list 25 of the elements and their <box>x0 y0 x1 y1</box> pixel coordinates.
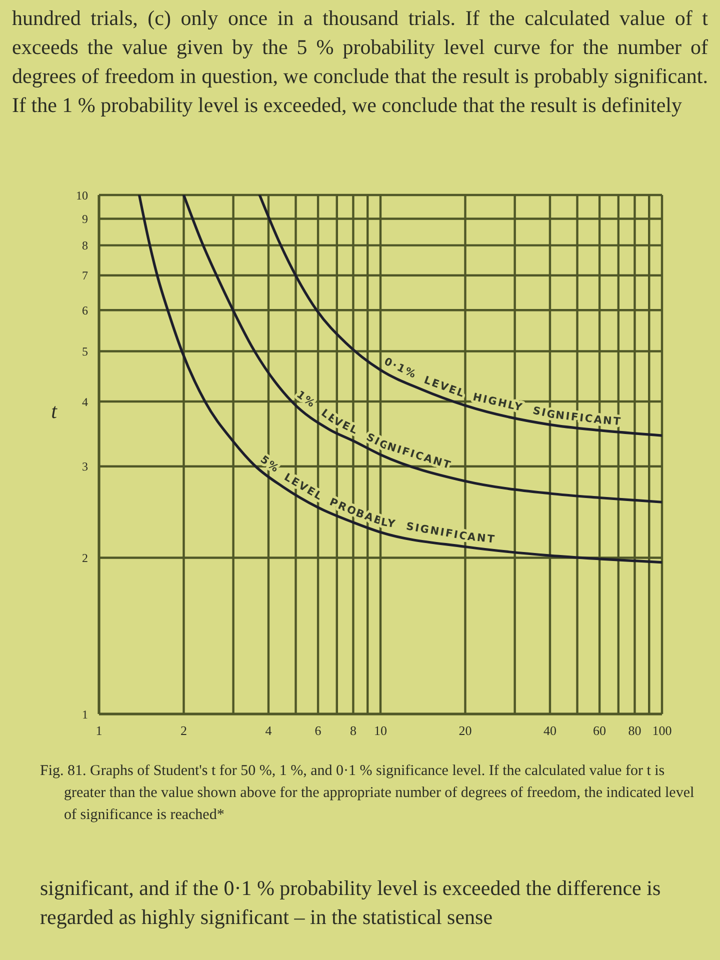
x-tick-label: 2 <box>180 723 187 738</box>
y-tick-label: 7 <box>82 268 88 283</box>
x-tick-label: 20 <box>458 723 472 738</box>
y-tick-label: 4 <box>82 394 88 409</box>
x-tick-label: 40 <box>543 723 556 738</box>
y-tick-label: 10 <box>76 188 88 202</box>
caption: Fig. 81. Graphs of Student's t for 50 %, 1 %, and 0·1 % significance level. If the calculated value for t is greater than the value shown above for the appropriate number of degrees of freedom, the indicated level of significance is reached* <box>40 762 696 825</box>
text: significant, and if the 0·1 % probability level is exceeded the difference is regarded as highly significant – in the statistical sense <box>40 875 662 931</box>
y-tick-label: 9 <box>82 212 88 226</box>
y-tick-label: 3 <box>82 460 88 474</box>
y-axis-title: t <box>51 398 58 423</box>
x-tick-label: 6 <box>314 723 322 738</box>
x-tick-label: 80 <box>628 723 642 738</box>
y-tick-label: 6 <box>82 303 88 318</box>
x-tick-label: 1 <box>96 723 102 738</box>
x-tick-label: 4 <box>265 723 272 738</box>
y-tick-label: 2 <box>82 551 88 566</box>
x-tick-label: 10 <box>374 723 387 738</box>
y-tick-label: 1 <box>82 707 88 722</box>
x-tick-label: 60 <box>593 723 606 738</box>
x-tick-label: 8 <box>350 723 356 738</box>
x-tick-label: 100 <box>652 723 672 738</box>
y-tick-label: 5 <box>82 344 88 358</box>
text: hundred trials, (c) only once in a thousand trials. If the calculated value of t exceeds the value given by the 5 % probability level curve for the number of degrees of freedom in question, we conclude that the result is probably significant. If the 1 % probability level is exceeded, we conclude that the result is definitely <box>12 5 708 119</box>
y-tick-label: 8 <box>82 238 88 253</box>
